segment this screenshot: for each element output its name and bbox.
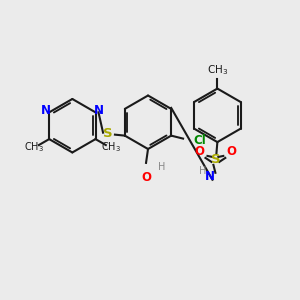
Text: O: O <box>226 146 236 158</box>
Text: N: N <box>41 104 51 117</box>
Text: CH$_3$: CH$_3$ <box>101 140 121 154</box>
Text: N: N <box>204 170 214 183</box>
Text: S: S <box>103 127 113 140</box>
Text: H: H <box>199 166 206 176</box>
Text: CH$_3$: CH$_3$ <box>207 63 228 77</box>
Text: Cl: Cl <box>193 134 206 147</box>
Text: H: H <box>158 162 165 172</box>
Text: N: N <box>94 104 103 117</box>
Text: O: O <box>194 146 205 158</box>
Text: S: S <box>211 153 220 167</box>
Text: O: O <box>141 171 151 184</box>
Text: CH$_3$: CH$_3$ <box>24 140 44 154</box>
